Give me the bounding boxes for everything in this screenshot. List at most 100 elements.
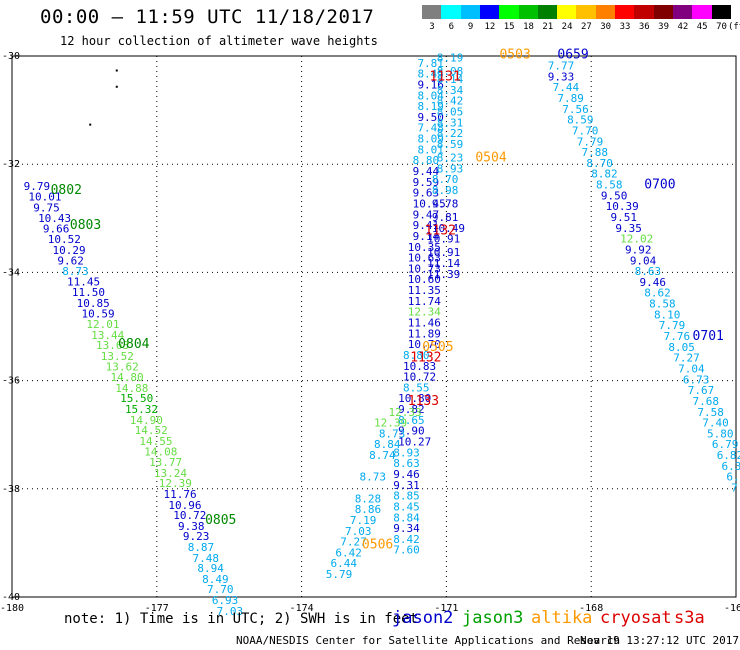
wave-height-label: 9.41 <box>413 219 440 232</box>
wave-height-label: 8.84 <box>393 511 420 524</box>
wave-height-label: 7.70 <box>572 124 599 137</box>
pass-time-label: 1132 <box>425 224 456 239</box>
data-mark <box>115 85 118 88</box>
wave-height-label: 10.01 <box>28 190 61 203</box>
wave-height-label: 6.3 <box>722 460 740 473</box>
wave-height-label: 7.04 <box>678 362 705 375</box>
wave-height-label: 8.63 <box>635 265 662 278</box>
wave-height-label: 14.08 <box>144 445 177 458</box>
scale-label: 18 <box>523 22 534 32</box>
wave-height-label: 9.66 <box>43 222 70 235</box>
scale-swatch <box>518 5 539 19</box>
pass-time-label: 0505 <box>422 340 453 355</box>
wave-height-label: 13.52 <box>101 350 134 363</box>
wave-height-label: 6.73 <box>683 373 710 386</box>
scale-label: 12 <box>484 22 496 32</box>
wave-height-label: 8.73 <box>360 471 387 484</box>
wave-height-label: 6. <box>726 471 739 484</box>
y-tick-label: -34 <box>2 267 20 278</box>
scale-swatch <box>711 5 732 19</box>
wave-height-label: 10.85 <box>77 297 110 310</box>
wave-height-label: 12.33 <box>388 406 421 419</box>
wave-height-label: 10.45 <box>413 197 446 210</box>
wave-height-label: 14.55 <box>139 435 172 448</box>
wave-height-label: 5.79 <box>326 568 353 581</box>
wave-height-label: 13.24 <box>154 467 187 480</box>
wave-height-label: 8.87 <box>188 541 215 554</box>
wave-height-label: 8.93 <box>437 162 464 175</box>
wave-height-label: 10.91 <box>427 246 460 259</box>
scale-label: 30 <box>600 22 612 32</box>
wave-height-label: 13.77 <box>149 456 182 469</box>
pass-time-label: 0805 <box>205 513 236 528</box>
scale-label: 6 <box>448 22 454 32</box>
wave-height-label: 7.70 <box>207 583 234 596</box>
wave-height-label: 8.31 <box>437 116 464 129</box>
data-mark <box>115 69 118 72</box>
wave-height-label: 9.31 <box>393 479 420 492</box>
wave-height-label: 9.92 <box>625 243 652 256</box>
page-title: 00:00 – 11:59 UTC 11/18/2017 <box>40 6 375 28</box>
scale-swatch <box>692 5 712 19</box>
wave-height-label: 9.38 <box>178 520 205 533</box>
scale-swatch <box>557 5 577 19</box>
pass-time-label: 0802 <box>51 183 82 198</box>
wave-height-label: 8.70 <box>586 157 613 170</box>
wave-height-label: 8.55 <box>403 381 430 394</box>
wave-height-label: 8.19 <box>437 51 464 64</box>
wave-height-label: 7.76 <box>664 330 691 343</box>
wave-height-label: 9.79 <box>24 180 51 193</box>
wave-height-label: 6.42 <box>335 546 362 559</box>
pass-time-label: 0506 <box>362 537 393 552</box>
legend-s3a: s3a <box>674 608 705 628</box>
page-subtitle: 12 hour collection of altimeter wave hei… <box>60 34 378 48</box>
legend-altika: altika <box>531 608 593 628</box>
legend-jason3: jason3 <box>462 608 524 628</box>
wave-height-label: 9.47 <box>413 208 440 221</box>
wave-height-label: 12.39 <box>374 417 407 430</box>
scale-label: 27 <box>580 22 592 32</box>
y-tick-label: -38 <box>2 484 20 495</box>
wave-height-label: 8.22 <box>437 127 464 140</box>
wave-height-label: 6.82 <box>717 449 740 462</box>
pass-time-label: 0804 <box>118 337 149 352</box>
wave-height-label: 8.58 <box>649 298 676 311</box>
wave-height-label: 7.68 <box>693 395 720 408</box>
legend-cryosat: cryosat <box>600 608 672 628</box>
wave-height-label: 11.74 <box>408 295 441 308</box>
wave-height-label: 8.05 <box>437 106 464 119</box>
wave-height-label: 10.83 <box>403 360 436 373</box>
wave-height-label: 9.62 <box>57 254 84 267</box>
wave-height-label: 7.48 <box>193 552 220 565</box>
wave-height-label: 8.08 <box>437 65 464 78</box>
wave-height-label: 7.67 <box>688 384 715 397</box>
scale-unit: (ft) <box>727 22 740 32</box>
data-mark <box>89 123 92 126</box>
wave-height-label: 9.33 <box>548 70 575 83</box>
scale-label: 42 <box>677 22 689 32</box>
wave-height-label: 9.90 <box>398 425 425 438</box>
wave-height-label: 9.14 <box>413 230 440 243</box>
wave-height-label: 11.45 <box>67 275 100 288</box>
x-tick-label: -177 <box>145 603 169 614</box>
wave-height-label: 8.34 <box>437 84 464 97</box>
wave-height-label: 8.73 <box>62 265 89 278</box>
wave-height-label: 8.80 <box>403 349 430 362</box>
wave-height-label: 10.39 <box>606 200 639 213</box>
wave-height-label: 8.58 <box>596 179 623 192</box>
wave-height-label: 8.80 <box>413 154 440 167</box>
wave-height-label: 7.79 <box>577 135 604 148</box>
wave-height-label: 9.59 <box>413 176 440 189</box>
wave-height-label: 8.93 <box>393 446 420 459</box>
wave-height-label: 15.32 <box>125 403 158 416</box>
y-tick-label: -32 <box>2 159 20 170</box>
wave-height-label: 8.63 <box>393 457 420 470</box>
wave-height-label: 11.76 <box>164 488 197 501</box>
wave-height-label: 8.04 <box>417 89 444 102</box>
wave-height-label: 9.16 <box>417 78 444 91</box>
wave-height-label: 11.39 <box>427 268 460 281</box>
wave-height-label: 9.82 <box>398 403 425 416</box>
wave-height-label: 9.34 <box>393 522 420 535</box>
wave-height-label: 7.40 <box>702 417 729 430</box>
